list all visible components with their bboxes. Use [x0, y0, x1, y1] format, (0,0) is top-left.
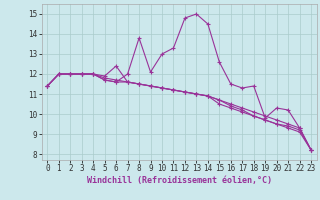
X-axis label: Windchill (Refroidissement éolien,°C): Windchill (Refroidissement éolien,°C): [87, 176, 272, 185]
